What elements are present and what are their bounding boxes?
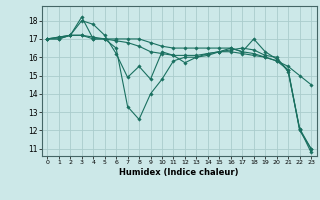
- X-axis label: Humidex (Indice chaleur): Humidex (Indice chaleur): [119, 168, 239, 177]
